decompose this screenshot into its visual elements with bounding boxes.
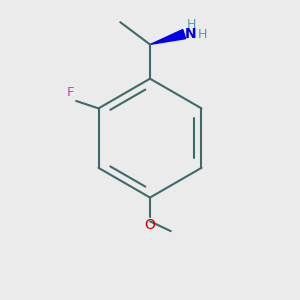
Text: H: H [197, 28, 207, 41]
Text: H: H [187, 18, 196, 31]
Text: O: O [145, 218, 155, 232]
Text: F: F [66, 85, 74, 99]
Text: N: N [185, 27, 197, 41]
Polygon shape [151, 29, 186, 44]
